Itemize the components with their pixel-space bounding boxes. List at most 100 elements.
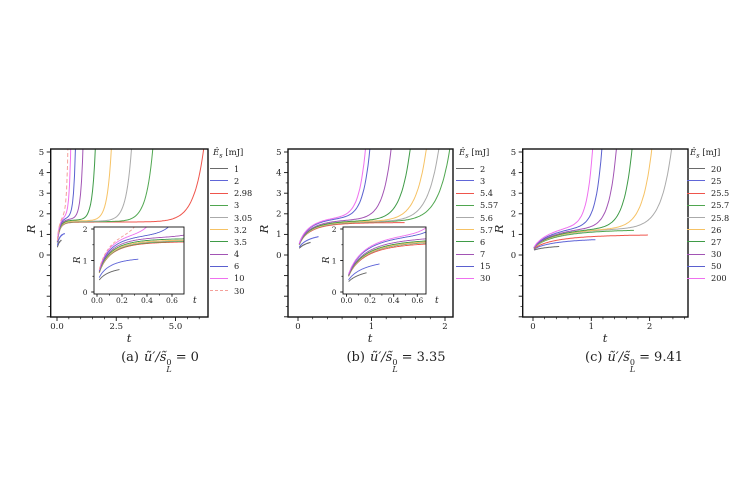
legend-swatch	[687, 192, 705, 194]
x-axis-label: t	[127, 331, 132, 345]
legend-title: Ês [mJ]	[459, 148, 490, 160]
svg-text:2: 2	[442, 322, 447, 332]
svg-text:2: 2	[276, 210, 281, 220]
legend-item: 25.7	[687, 199, 750, 211]
legend-swatch	[210, 265, 228, 267]
y-axis-label: R	[24, 224, 38, 234]
legend-swatch	[687, 277, 705, 279]
legend-swatch	[456, 253, 474, 255]
legend-item: 5.57	[456, 199, 526, 211]
svg-text:1: 1	[511, 230, 516, 240]
axes-b: 0 1 2 0 1 2 3 4 5 t R	[257, 148, 454, 345]
svg-text:0: 0	[295, 322, 300, 332]
legend-swatch	[687, 204, 705, 206]
legend-item: 20	[687, 163, 750, 175]
caption-value: 0	[190, 350, 199, 365]
legend-swatch	[687, 180, 705, 182]
legend-item: 25	[687, 175, 750, 187]
curve-c-200	[533, 149, 594, 248]
legend-label: 30	[234, 285, 245, 296]
y-axis-label: R	[257, 224, 271, 234]
svg-text:5.0: 5.0	[169, 322, 183, 332]
caption-label: (c)	[585, 350, 603, 365]
svg-text:2: 2	[39, 210, 44, 220]
svg-text:5: 5	[511, 148, 516, 158]
legend-swatch	[456, 241, 474, 243]
legend-label: 26	[711, 224, 722, 235]
legend-item: 2	[456, 163, 526, 175]
legend-panel-c: Ês [mJ] 20 25 25.5 25.7 25.8 26 27 30 50 200	[687, 148, 750, 285]
legend-item: 27	[687, 236, 750, 248]
panel-c: 0 1 2 0 1 2 3 4 5 t R	[492, 148, 689, 345]
legend-swatch	[210, 217, 228, 219]
svg-text:0.6: 0.6	[411, 296, 423, 305]
legend-label: 25	[711, 175, 722, 186]
legend-label: 30	[480, 273, 491, 284]
legend-swatch	[687, 217, 705, 219]
svg-text:2: 2	[83, 225, 88, 234]
curve-c-25.5	[533, 234, 648, 250]
caption-formula: ũ′/s̃	[144, 350, 167, 365]
legend-item: 50	[687, 260, 750, 272]
legend-label: 4	[234, 249, 240, 260]
caption-equals: =	[401, 350, 413, 365]
svg-text:4: 4	[39, 168, 44, 178]
curve-a-30	[56, 149, 69, 241]
curve-c-20	[533, 246, 560, 251]
x-axis-label: t	[603, 331, 608, 345]
x-axis-label: t	[368, 331, 373, 345]
caption-formula: ũ′/s̃	[369, 350, 393, 365]
curve-b-5.7	[298, 149, 427, 245]
curve-c-50	[533, 149, 603, 248]
legend-label: 15	[480, 261, 491, 272]
legend-label: 5.7	[480, 224, 494, 235]
legend-item: 3.05	[210, 211, 280, 223]
curve-a-2	[56, 233, 65, 246]
legend-label: 20	[711, 163, 722, 174]
svg-text:0: 0	[83, 288, 88, 297]
caption-equals: =	[175, 350, 187, 365]
legend-item: 6	[210, 260, 280, 272]
legend-item: 3.5	[210, 236, 280, 248]
svg-text:3: 3	[276, 189, 281, 199]
svg-text:0: 0	[332, 288, 337, 297]
legend-item: 5.7	[456, 224, 526, 236]
legend-swatch	[210, 180, 228, 182]
legend-title: Ês [mJ]	[213, 148, 244, 160]
legend-swatch	[210, 204, 228, 206]
curve-b-6	[298, 149, 411, 245]
svg-text:0.0: 0.0	[50, 322, 64, 332]
legend-label: 25.7	[711, 200, 730, 211]
legend-label: 6	[480, 236, 486, 247]
legend-item: 3	[456, 175, 526, 187]
svg-text:3: 3	[511, 189, 516, 199]
curve-b-7	[298, 149, 392, 245]
legend-swatch	[210, 277, 228, 279]
curve-b-15	[298, 149, 371, 244]
legend-label: 200	[711, 273, 727, 284]
legend-label: 25.8	[711, 212, 730, 223]
svg-text:1: 1	[369, 322, 374, 332]
legend-swatch	[687, 265, 705, 267]
legend-panel-a: Ês [mJ] 1 2 2.98 3 3.05 3.2 3.5 4 6 10 30	[210, 148, 280, 297]
caption-label: (b)	[346, 350, 365, 365]
curve-a-3.2	[56, 149, 112, 243]
legend-swatch	[687, 241, 705, 243]
svg-text:0.4: 0.4	[388, 296, 400, 305]
legend-label: 3	[234, 200, 240, 211]
svg-text:0.2: 0.2	[116, 296, 128, 305]
legend-item: 30	[210, 285, 280, 297]
panel-a: 0.0 0.2 0.4 0.6 0 1 2 t R 0.0 2.5 5.0 0 1 2 3 4 5 t R	[24, 148, 209, 345]
axes-a: 0.0 2.5 5.0 0 1 2 3 4 5 t R	[24, 148, 209, 345]
curve-c-25.7	[533, 229, 634, 249]
svg-text:2: 2	[511, 210, 516, 220]
legend-swatch	[456, 265, 474, 267]
svg-text:0.6: 0.6	[166, 296, 178, 305]
legend-swatch	[456, 192, 474, 194]
legend-label: 5.4	[480, 188, 494, 199]
curves-a	[56, 149, 205, 248]
svg-text:0.0: 0.0	[341, 296, 353, 305]
legend-swatch	[456, 168, 474, 170]
